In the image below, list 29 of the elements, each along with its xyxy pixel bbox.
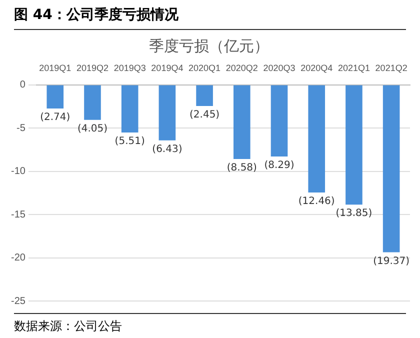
x-tick-label: 2019Q3: [114, 62, 146, 73]
x-tick-label: 2021Q2: [375, 62, 408, 73]
x-tick-label: 2019Q1: [39, 62, 72, 73]
x-tick-label: 2020Q2: [226, 62, 258, 73]
data-label: (8.29): [264, 160, 294, 172]
data-label: (13.85): [336, 208, 372, 220]
x-tick-label: 2021Q1: [338, 62, 370, 73]
x-tick-label: 2020Q3: [263, 62, 296, 73]
x-tick-label: 2019Q4: [151, 62, 184, 73]
x-tick-label: 2020Q1: [188, 62, 221, 73]
y-tick-label: -10: [11, 166, 26, 178]
y-tick-label: -15: [11, 209, 26, 220]
chart-title: 图 44：公司季度亏损情况: [14, 6, 406, 30]
source-note: 数据来源：公司公告: [14, 313, 406, 335]
y-tick-label: -5: [16, 122, 26, 134]
data-label: (2.74): [40, 112, 70, 124]
chart-subtitle: 季度亏损（亿元）: [149, 36, 269, 55]
y-tick-label: 0: [20, 80, 26, 91]
data-label: (6.43): [152, 144, 182, 155]
y-tick-label: -25: [11, 296, 26, 307]
data-label: (19.37): [373, 256, 410, 267]
x-tick-label: 2019Q2: [76, 62, 108, 73]
data-label: (5.51): [114, 136, 145, 148]
data-label: (12.46): [298, 196, 335, 208]
data-label: (8.58): [226, 162, 258, 174]
data-label: (4.05): [77, 123, 108, 134]
x-tick-label: 2020Q4: [300, 62, 333, 73]
y-tick-label: -20: [11, 252, 26, 264]
data-label: (2.45): [190, 110, 220, 121]
